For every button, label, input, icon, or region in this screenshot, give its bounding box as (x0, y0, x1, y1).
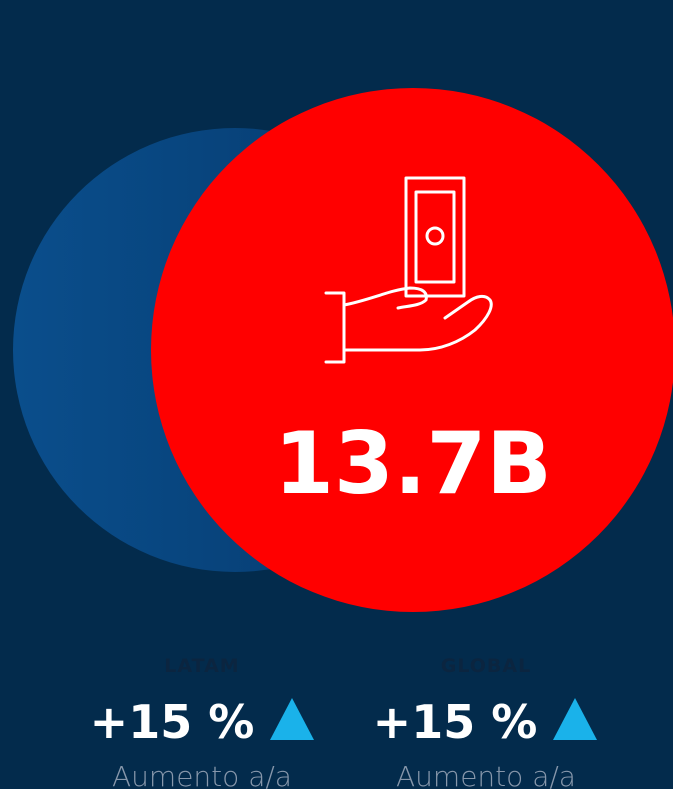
main-value: 13.7B (274, 414, 552, 514)
up-arrow (270, 698, 314, 740)
stat-label: GLOBAL (441, 655, 531, 677)
up-arrow (553, 698, 597, 740)
hand-money-icon (324, 176, 493, 364)
stat-value: +15 % (373, 695, 538, 749)
stat-caption: Aumento a/a (396, 760, 576, 789)
stat-caption: Aumento a/a (112, 760, 292, 789)
stat-value: +15 % (90, 695, 255, 749)
stat-label: LATAM (164, 655, 239, 677)
